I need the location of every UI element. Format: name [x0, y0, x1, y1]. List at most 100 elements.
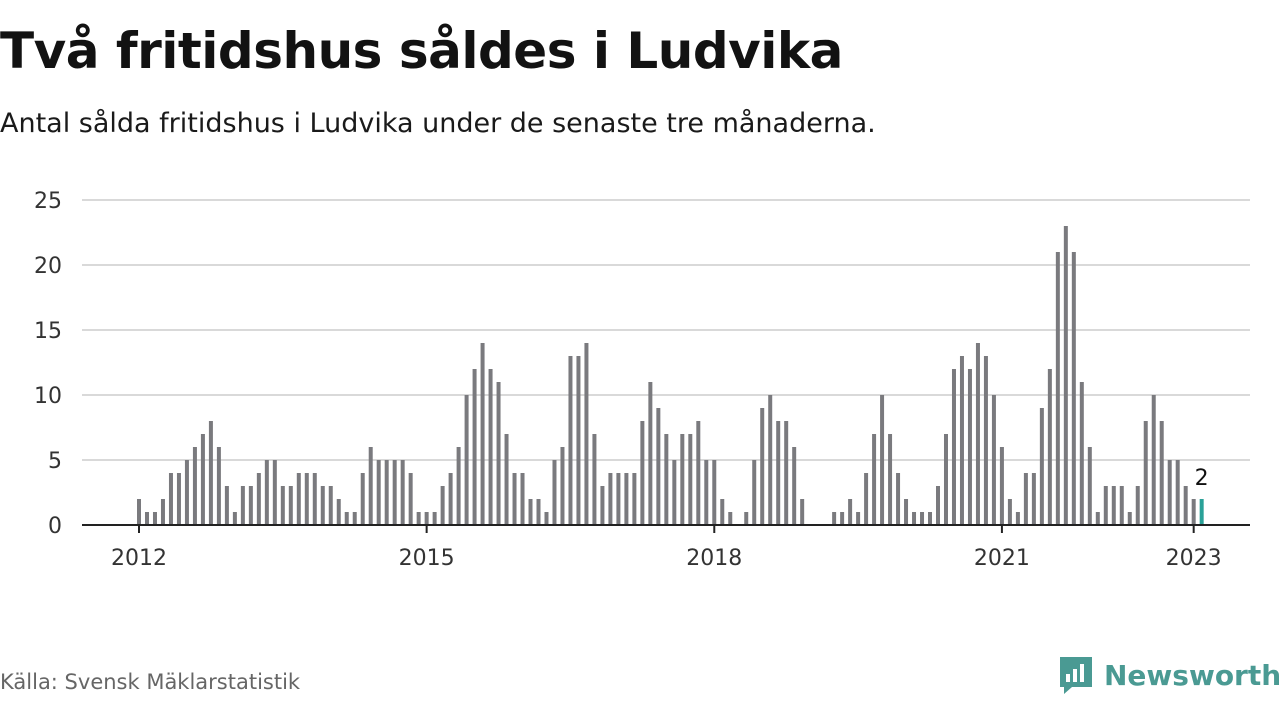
bar — [648, 382, 653, 525]
bar — [216, 447, 221, 525]
bar — [928, 512, 933, 525]
bar — [544, 512, 549, 525]
bar — [184, 460, 189, 525]
bar — [568, 356, 573, 525]
bar — [448, 473, 453, 525]
bar — [1183, 486, 1188, 525]
x-tick-label: 2015 — [399, 546, 455, 571]
bar — [975, 343, 980, 525]
bar — [560, 447, 565, 525]
x-tick-label: 2023 — [1166, 546, 1222, 571]
y-axis: 0 5 10 15 20 25 — [34, 189, 62, 539]
bar — [384, 460, 389, 525]
x-tick-label: 2012 — [111, 546, 167, 571]
highlight-value-label: 2 — [1195, 466, 1209, 491]
bar — [640, 421, 645, 525]
bar — [208, 421, 213, 525]
bar — [368, 447, 373, 525]
bar — [664, 434, 669, 525]
bar — [768, 395, 773, 525]
bar — [248, 486, 253, 525]
bar — [616, 473, 621, 525]
bar — [704, 460, 709, 525]
bar — [1095, 512, 1100, 525]
bar — [656, 408, 661, 525]
bar — [416, 512, 421, 525]
newsworthy-logo-icon — [1060, 657, 1092, 694]
bar — [552, 460, 557, 525]
bar — [1039, 408, 1044, 525]
bar — [144, 512, 149, 525]
bar — [720, 499, 725, 525]
bar — [320, 486, 325, 525]
bar — [584, 343, 589, 525]
chart-title: Två fritidshus såldes i Ludvika — [0, 22, 843, 80]
bar — [137, 499, 141, 525]
bar — [440, 486, 445, 525]
brand-name: Newsworthy — [1104, 658, 1280, 692]
bar — [176, 473, 181, 525]
bar — [1191, 499, 1196, 525]
bar — [983, 356, 988, 525]
y-tick-label: 0 — [48, 514, 62, 539]
bar — [920, 512, 925, 525]
bar — [856, 512, 861, 525]
bar — [224, 486, 229, 525]
bar — [160, 499, 165, 525]
bar-chart: 0 5 10 15 20 25 2012 2015 2018 2021 2023 2 — [34, 189, 1250, 571]
bar — [496, 382, 501, 525]
bar — [1023, 473, 1028, 525]
bar — [512, 473, 517, 525]
bar — [1143, 421, 1148, 525]
bar — [592, 434, 597, 525]
chart-subtitle: Antal sålda fritidshus i Ludvika under d… — [0, 108, 876, 139]
bar — [1103, 486, 1108, 525]
bar — [504, 434, 509, 525]
bar — [432, 512, 437, 525]
bar — [488, 369, 493, 525]
bar — [896, 473, 901, 525]
bar — [1007, 499, 1012, 525]
bar — [280, 486, 285, 525]
bar — [232, 512, 237, 525]
bar — [784, 421, 789, 525]
bar — [200, 434, 205, 525]
bar — [888, 434, 893, 525]
bar — [959, 356, 964, 525]
bar — [1063, 226, 1068, 525]
bar — [680, 434, 685, 525]
y-tick-label: 5 — [48, 449, 62, 474]
bar — [792, 447, 797, 525]
bar — [624, 473, 629, 525]
bar — [256, 473, 261, 525]
bar — [951, 369, 956, 525]
bar — [1135, 486, 1140, 525]
bar — [1127, 512, 1132, 525]
x-tick-label: 2021 — [974, 546, 1030, 571]
bar — [152, 512, 157, 525]
bar — [688, 434, 693, 525]
bar — [608, 473, 613, 525]
bar — [392, 460, 397, 525]
bar — [264, 460, 269, 525]
bar — [272, 460, 277, 525]
annotations: 2 — [1195, 466, 1209, 491]
bar — [408, 473, 413, 525]
bar — [328, 486, 333, 525]
bar — [352, 512, 357, 525]
bar — [991, 395, 996, 525]
bar — [967, 369, 972, 525]
bar — [1031, 473, 1036, 525]
bar — [296, 473, 301, 525]
bar — [943, 434, 948, 525]
bar — [1111, 486, 1116, 525]
bar — [912, 512, 917, 525]
bar — [1151, 395, 1156, 525]
bar — [576, 356, 581, 525]
y-tick-label: 20 — [34, 254, 62, 279]
bar — [192, 447, 197, 525]
bar — [456, 447, 461, 525]
bars — [137, 226, 1204, 525]
bar — [696, 421, 701, 525]
bar — [744, 512, 749, 525]
